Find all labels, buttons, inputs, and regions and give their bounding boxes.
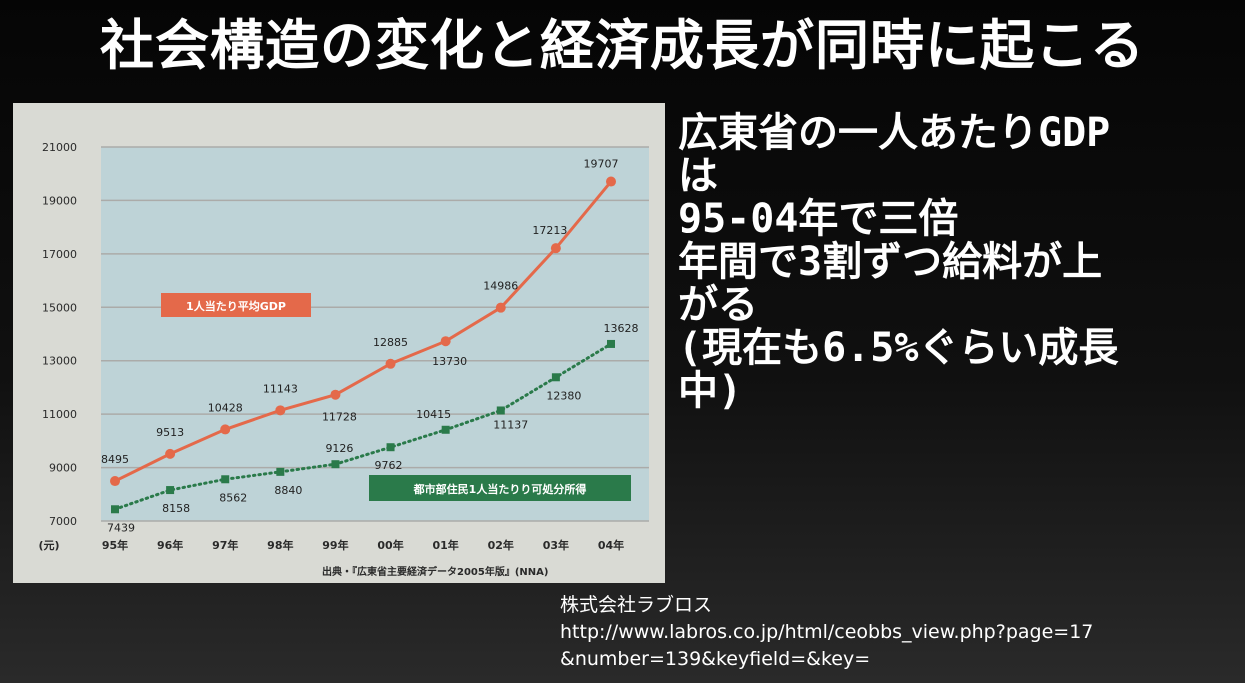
disposable-income-badge — [369, 475, 631, 501]
disposable-income-point — [331, 460, 340, 469]
avg-gdp-point — [275, 405, 286, 416]
series-badges: 1人当たり平均GDP 都市部住民1人当たりり可処分所得 — [161, 293, 631, 501]
x-tick-label: 97年 — [212, 538, 238, 552]
disposable-income-label: 11137 — [493, 418, 528, 431]
y-tick-label: 13000 — [42, 355, 77, 368]
y-unit-label: (元) — [38, 539, 59, 552]
x-tick-label: 98年 — [267, 538, 293, 552]
series-line-avg-gdp — [114, 180, 613, 483]
avg-gdp-point — [110, 476, 120, 487]
source-url-line-1: http://www.labros.co.jp/html/ceobbs_view… — [560, 621, 1094, 643]
x-tick-label: 95年 — [102, 538, 128, 552]
bullet-line: 年間で3割ずつ給料が上 — [678, 239, 1103, 285]
avg-gdp-point — [606, 176, 616, 187]
bullet-line: 広東省の一人あたりGDP — [678, 110, 1111, 156]
y-tick-label: 7000 — [49, 515, 77, 528]
x-tick-label: 99年 — [322, 538, 348, 552]
chart-source-note: 出典・『広東省主要経済データ2005年版』(NNA) — [322, 565, 548, 578]
disposable-income-point — [551, 373, 560, 382]
y-tick-label: 19000 — [42, 194, 77, 207]
disposable-income-point — [607, 339, 615, 348]
avg-gdp-point — [550, 243, 561, 254]
disposable-income-point — [111, 505, 119, 514]
x-tick-label: 96年 — [157, 538, 183, 552]
disposable-income-label: 8840 — [274, 484, 302, 497]
source-citation: 株式会社ラブロス http://www.labros.co.jp/html/ce… — [560, 592, 1240, 673]
avg-gdp-point — [440, 336, 451, 347]
axis-labels: 7000 9000 11000 13000 15000 17000 19000 21000 (元… — [38, 141, 624, 552]
chart-panel: 7000 9000 11000 13000 15000 17000 19000 21000 (元… — [13, 103, 665, 583]
y-tick-label: 21000 — [42, 141, 77, 154]
x-tick-label: 00年 — [377, 538, 403, 552]
disposable-income-point — [221, 475, 230, 484]
disposable-income-point — [441, 425, 450, 434]
disposable-income-label: 9762 — [375, 459, 403, 472]
avg-gdp-label: 19707 — [584, 158, 619, 171]
avg-gdp-label: 11143 — [263, 382, 298, 395]
avg-gdp-label: 13730 — [432, 355, 467, 368]
avg-gdp-label: 10428 — [208, 401, 243, 414]
disposable-income-point — [496, 406, 505, 415]
disposable-income-label: 7439 — [107, 521, 135, 534]
series-line-disposable-income — [113, 342, 613, 511]
disposable-income-label: 10415 — [416, 408, 451, 421]
slide-title: 社会構造の変化と経済成長が同時に起こる — [100, 14, 1145, 77]
plot-area — [101, 147, 649, 521]
y-tick-label: 11000 — [42, 408, 77, 421]
avg-gdp-label: 8495 — [101, 453, 129, 466]
disposable-income-point — [276, 467, 285, 476]
avg-gdp-badge — [161, 293, 311, 317]
series-layer — [110, 176, 616, 514]
avg-gdp-badge-label: 1人当たり平均GDP — [186, 299, 286, 313]
disposable-income-badge-label: 都市部住民1人当たりり可処分所得 — [413, 482, 587, 496]
source-company: 株式会社ラブロス — [560, 594, 713, 616]
source-url-line-2: &number=139&keyfield=&key= — [560, 648, 871, 670]
avg-gdp-label: 11728 — [322, 411, 357, 424]
avg-gdp-label: 9513 — [156, 426, 184, 439]
avg-gdp-point — [385, 358, 396, 369]
y-tick-label: 17000 — [42, 248, 77, 261]
bullet-line: がる — [678, 282, 758, 328]
x-tick-label: 03年 — [543, 538, 569, 552]
avg-gdp-point — [220, 424, 231, 435]
disposable-income-point — [386, 443, 395, 452]
x-tick-label: 04年 — [598, 538, 624, 552]
avg-gdp-label: 17213 — [532, 224, 567, 237]
disposable-income-label: 13628 — [604, 322, 639, 335]
line-chart: 7000 9000 11000 13000 15000 17000 19000 21000 (元… — [38, 141, 649, 578]
bullet-line: (現在も6.5%ぐらい成長 — [678, 325, 1119, 371]
avg-gdp-label: 14986 — [483, 280, 518, 293]
bullet-line: 中) — [678, 368, 743, 414]
bullet-line: 95-04年で三倍 — [678, 196, 959, 242]
y-tick-label: 15000 — [42, 301, 77, 314]
x-tick-label: 01年 — [433, 538, 459, 552]
disposable-income-label: 8562 — [219, 491, 247, 504]
avg-gdp-point — [165, 448, 176, 459]
bullet-text: 広東省の一人あたりGDP は 95-04年で三倍 年間で3割ずつ給料が上 がる … — [678, 112, 1238, 413]
bullet-line: は — [678, 153, 718, 199]
avg-gdp-label: 12885 — [373, 336, 408, 349]
disposable-income-label: 12380 — [546, 389, 581, 402]
data-labels: 8495 9513 10428 11143 11728 12885 13730 14986 17… — [101, 158, 639, 535]
avg-gdp-point — [330, 389, 341, 400]
disposable-income-label: 8158 — [162, 502, 190, 515]
disposable-income-point — [166, 486, 175, 495]
gridlines — [101, 146, 649, 522]
y-tick-label: 9000 — [49, 462, 77, 475]
x-tick-label: 02年 — [488, 538, 514, 552]
disposable-income-label: 9126 — [325, 442, 353, 455]
avg-gdp-point — [495, 302, 506, 313]
